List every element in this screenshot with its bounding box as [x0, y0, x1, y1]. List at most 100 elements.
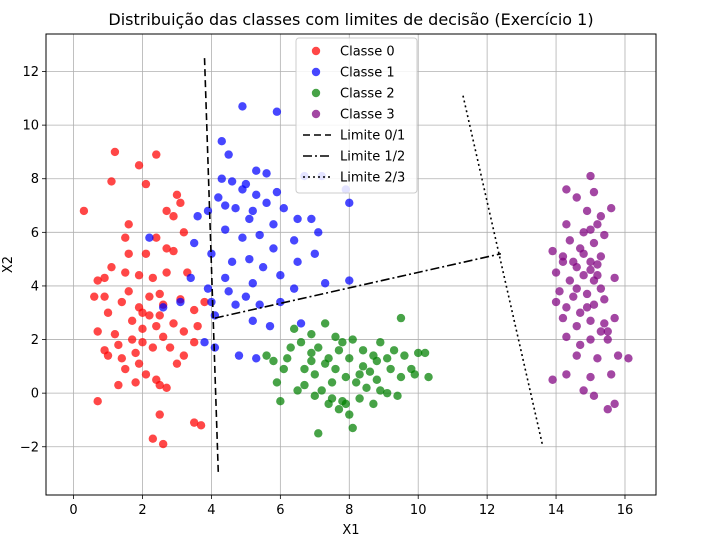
- data-point: [214, 193, 223, 202]
- data-point: [307, 214, 316, 224]
- data-point: [189, 305, 199, 315]
- data-point: [586, 225, 595, 234]
- data-point: [310, 391, 320, 401]
- data-point: [600, 295, 609, 304]
- data-point: [231, 204, 240, 213]
- series-2: [262, 313, 433, 438]
- data-point: [79, 206, 89, 216]
- data-point: [248, 206, 257, 216]
- data-point: [382, 354, 392, 363]
- data-point: [152, 375, 161, 384]
- data-point: [207, 249, 216, 258]
- data-point: [141, 370, 151, 379]
- data-point: [310, 249, 320, 258]
- data-point: [262, 169, 271, 178]
- data-point: [345, 410, 354, 419]
- plot-frame: [45, 33, 657, 496]
- data-point: [307, 348, 316, 358]
- data-point: [551, 297, 561, 307]
- data-point: [221, 225, 230, 234]
- data-point: [558, 252, 568, 261]
- data-point: [320, 279, 330, 288]
- data-point: [345, 354, 354, 363]
- data-point: [127, 316, 137, 325]
- legend-label: Classe 0: [340, 45, 395, 60]
- data-point: [579, 386, 588, 395]
- data-point: [555, 287, 564, 296]
- data-point: [148, 434, 158, 443]
- x-tick-label: 0: [69, 503, 77, 518]
- x-tick-label: 8: [345, 503, 353, 518]
- boundary-line: [214, 252, 502, 319]
- legend-marker: [311, 88, 321, 98]
- x-tick-label: 4: [207, 503, 215, 518]
- data-point: [276, 396, 285, 406]
- data-point: [589, 391, 599, 401]
- data-point: [572, 193, 581, 202]
- x-tick-label: 16: [617, 503, 634, 518]
- legend-label: Classe 1: [340, 66, 395, 81]
- series-0: [79, 147, 209, 449]
- y-tick-label: 12: [22, 65, 39, 80]
- data-point: [586, 316, 595, 325]
- y-tick-label: 0: [31, 387, 39, 402]
- y-tick-label: 10: [22, 119, 39, 134]
- data-point: [314, 343, 323, 352]
- data-point: [189, 338, 199, 347]
- data-point: [396, 313, 406, 323]
- data-point: [286, 343, 295, 352]
- legend-label: Limite 2/3: [340, 171, 405, 186]
- data-point: [93, 327, 102, 336]
- data-point: [172, 190, 182, 200]
- data-point: [334, 405, 344, 414]
- data-point: [217, 137, 226, 146]
- data-point: [589, 238, 599, 248]
- data-point: [258, 262, 268, 272]
- data-point: [138, 324, 147, 334]
- data-point: [338, 396, 347, 406]
- data-point: [396, 372, 406, 382]
- data-point: [613, 351, 623, 360]
- data-point: [565, 276, 575, 285]
- series-6: [462, 95, 544, 445]
- data-point: [386, 364, 395, 374]
- data-point: [93, 276, 102, 285]
- data-point: [158, 303, 168, 312]
- data-point: [382, 388, 392, 398]
- data-point: [293, 257, 302, 267]
- data-point: [189, 238, 199, 248]
- data-point: [100, 273, 109, 283]
- data-point: [245, 254, 254, 264]
- data-point: [548, 375, 557, 384]
- data-point: [262, 351, 271, 360]
- data-point: [200, 338, 209, 347]
- data-point: [269, 220, 278, 229]
- data-point: [596, 327, 606, 336]
- data-point: [252, 166, 261, 175]
- y-axis-label: X2: [1, 256, 16, 273]
- data-point: [579, 271, 588, 280]
- data-point: [345, 276, 354, 285]
- data-point: [179, 351, 189, 360]
- data-point: [596, 252, 606, 261]
- data-point: [351, 378, 361, 387]
- data-point: [407, 364, 416, 374]
- data-point: [193, 321, 202, 331]
- data-point: [289, 236, 299, 245]
- x-tick-label: 14: [548, 503, 565, 518]
- data-point: [606, 204, 616, 213]
- x-tick-label: 6: [276, 503, 284, 518]
- data-point: [134, 161, 144, 170]
- data-point: [103, 308, 113, 317]
- data-point: [334, 346, 344, 355]
- data-point: [255, 230, 264, 240]
- data-point: [255, 300, 264, 309]
- data-point: [131, 378, 140, 387]
- data-point: [586, 171, 595, 181]
- y-tick-label: −2: [20, 440, 39, 455]
- data-point: [362, 383, 371, 392]
- data-point: [127, 335, 137, 344]
- data-point: [269, 244, 278, 253]
- data-point: [310, 370, 320, 379]
